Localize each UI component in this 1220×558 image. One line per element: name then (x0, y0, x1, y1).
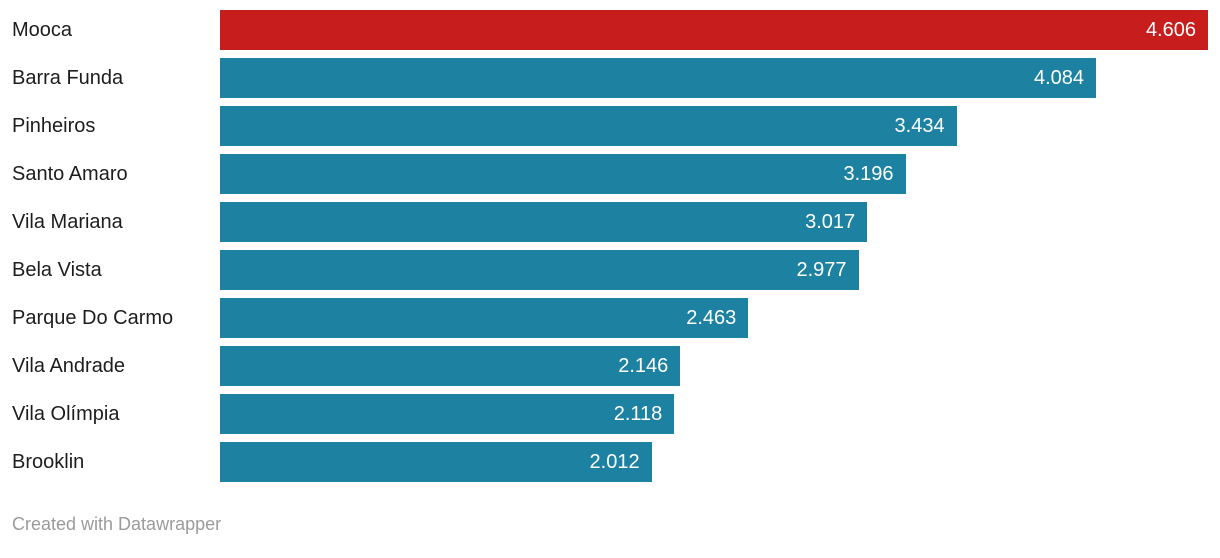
category-label: Bela Vista (12, 259, 102, 281)
bar[interactable]: 4.084 (220, 58, 1097, 98)
value-label: 3.017 (805, 210, 856, 233)
bar-track: 2.012 (220, 442, 1208, 482)
bar[interactable]: 2.012 (220, 442, 652, 482)
category-label: Vila Mariana (12, 211, 123, 233)
bar[interactable]: 2.463 (220, 298, 749, 338)
bar[interactable]: 4.606 (220, 10, 1208, 50)
value-label: 2.012 (589, 450, 640, 473)
chart-row: Vila Mariana 3.017 (0, 202, 1220, 242)
chart-row: Vila Olímpia 2.118 (0, 394, 1220, 434)
value-label: 4.606 (1145, 18, 1196, 41)
category-label: Vila Andrade (12, 355, 126, 377)
chart-row: Brooklin 2.012 (0, 442, 1220, 482)
chart-rows: Mooca 4.606 Barra Funda 4.084 Pinheiros … (0, 10, 1220, 482)
bar-chart: Mooca 4.606 Barra Funda 4.084 Pinheiros … (0, 10, 1220, 535)
bar[interactable]: 2.977 (220, 250, 859, 290)
value-label: 2.146 (618, 354, 669, 377)
value-label: 2.118 (613, 402, 663, 425)
chart-footer: Created with Datawrapper (0, 514, 1220, 535)
value-label: 3.196 (843, 162, 894, 185)
bar-track: 4.084 (220, 58, 1208, 98)
category-label: Barra Funda (12, 67, 124, 89)
chart-row: Pinheiros 3.434 (0, 106, 1220, 146)
category-label: Santo Amaro (12, 163, 128, 185)
bar-track: 3.017 (220, 202, 1208, 242)
value-label: 2.977 (796, 258, 847, 281)
chart-row: Mooca 4.606 (0, 10, 1220, 50)
value-label: 4.084 (1033, 66, 1085, 89)
category-label: Brooklin (12, 451, 85, 473)
chart-row: Parque Do Carmo 2.463 (0, 298, 1220, 338)
value-label: 2.463 (686, 306, 737, 329)
chart-row: Vila Andrade 2.146 (0, 346, 1220, 386)
datawrapper-attribution-link[interactable]: Created with Datawrapper (12, 514, 222, 534)
bar[interactable]: 2.118 (220, 394, 675, 434)
bar-track: 2.118 (220, 394, 1208, 434)
bar-track: 2.977 (220, 250, 1208, 290)
chart-row: Barra Funda 4.084 (0, 58, 1220, 98)
bar-track: 2.463 (220, 298, 1208, 338)
chart-row: Bela Vista 2.977 (0, 250, 1220, 290)
chart-row: Santo Amaro 3.196 (0, 154, 1220, 194)
bar[interactable]: 3.434 (220, 106, 957, 146)
bar-track: 3.434 (220, 106, 1208, 146)
bar-track: 4.606 (220, 10, 1208, 50)
category-label: Parque Do Carmo (12, 307, 174, 329)
category-label: Mooca (12, 19, 73, 41)
bar[interactable]: 3.196 (220, 154, 906, 194)
bar-track: 2.146 (220, 346, 1208, 386)
category-label: Vila Olímpia (12, 403, 120, 425)
bar-track: 3.196 (220, 154, 1208, 194)
value-label: 3.434 (894, 114, 945, 137)
category-label: Pinheiros (12, 115, 96, 137)
bar[interactable]: 2.146 (220, 346, 681, 386)
bar[interactable]: 3.017 (220, 202, 868, 242)
